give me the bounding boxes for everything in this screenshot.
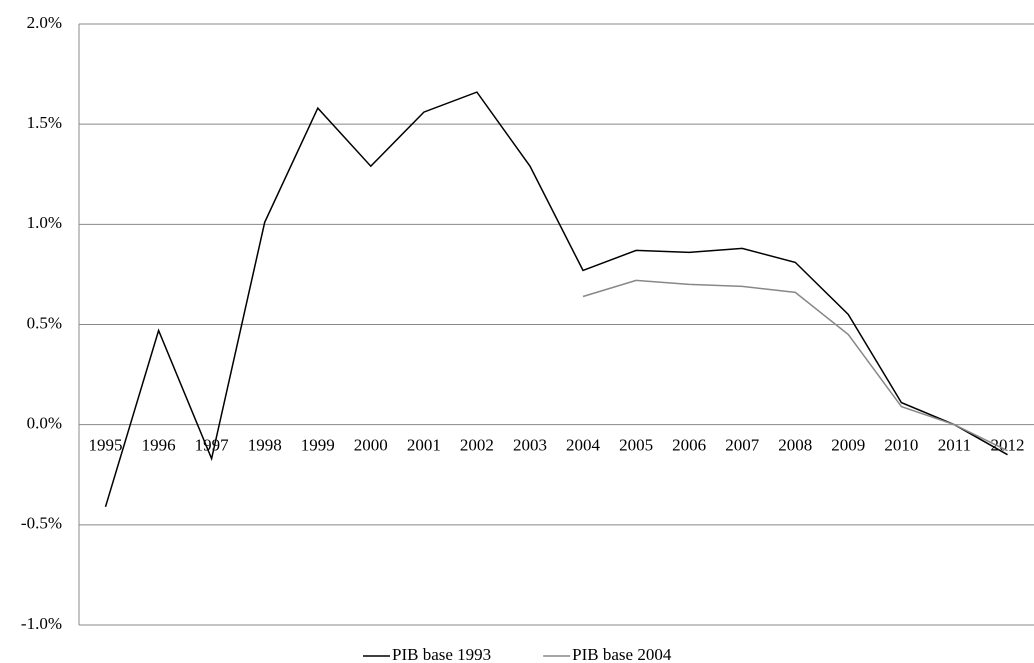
x-tick-label: 1998 bbox=[248, 436, 282, 455]
x-tick-label: 2011 bbox=[938, 436, 971, 455]
y-tick-label: 2.0% bbox=[27, 13, 62, 32]
x-tick-label: 1996 bbox=[142, 436, 176, 455]
x-tick-label: 2008 bbox=[778, 436, 812, 455]
series-line bbox=[582, 279, 1008, 452]
x-tick-label: 1997 bbox=[195, 436, 230, 455]
y-tick-label: 1.0% bbox=[27, 213, 62, 232]
series-line bbox=[104, 91, 1008, 508]
legend-label: PIB base 2004 bbox=[572, 645, 672, 663]
x-tick-label: 2006 bbox=[672, 436, 706, 455]
x-tick-label: 2003 bbox=[513, 436, 547, 455]
x-tick-label: 2001 bbox=[407, 436, 441, 455]
x-tick-label: 2009 bbox=[831, 436, 865, 455]
x-tick-label: 1995 bbox=[89, 436, 123, 455]
y-tick-label: 0.0% bbox=[27, 414, 62, 433]
x-tick-label: 1999 bbox=[301, 436, 335, 455]
x-tick-label: 2000 bbox=[354, 436, 388, 455]
legend-label: PIB base 1993 bbox=[392, 645, 491, 663]
y-tick-label: -0.5% bbox=[21, 514, 62, 533]
y-tick-label: -1.0% bbox=[21, 614, 62, 633]
y-tick-label: 0.5% bbox=[27, 313, 62, 332]
y-tick-label: 1.5% bbox=[27, 113, 62, 132]
x-tick-label: 2004 bbox=[566, 436, 601, 455]
x-tick-label: 2002 bbox=[460, 436, 494, 455]
x-tick-label: 2007 bbox=[725, 436, 760, 455]
x-tick-label: 2005 bbox=[619, 436, 653, 455]
x-tick-label: 2010 bbox=[884, 436, 918, 455]
